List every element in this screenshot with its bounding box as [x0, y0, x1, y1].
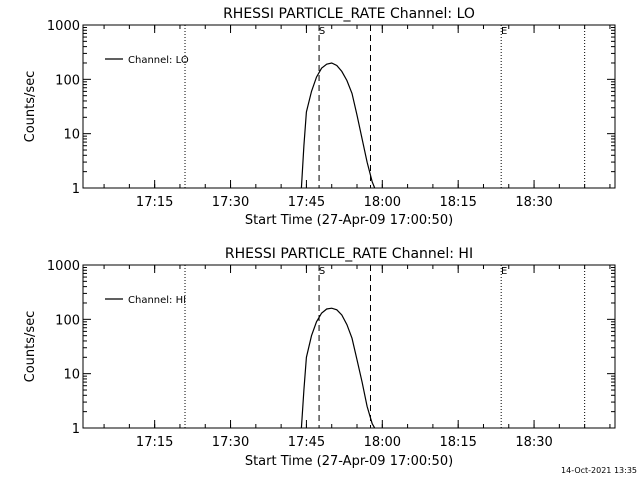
time-marker-label: E [501, 266, 507, 277]
x-tick-label: 18:00 [364, 195, 401, 210]
y-tick-label: 10 [63, 128, 80, 143]
time-marker-label: E [501, 26, 507, 37]
y-axis-label: Counts/sec [23, 71, 38, 143]
y-tick-label: 100 [55, 313, 80, 328]
time-marker-label: S [319, 26, 325, 37]
x-tick-label: 18:15 [439, 195, 476, 210]
plot-frame [82, 264, 616, 429]
x-tick-label: 18:15 [439, 435, 476, 450]
chart-title: RHESSI PARTICLE_RATE Channel: HI [225, 246, 473, 262]
y-axis-label: Counts/sec [23, 311, 38, 383]
plot-frame [82, 24, 616, 189]
panel-hi: RHESSI PARTICLE_RATE Channel: HI 1 10 100 10… [23, 246, 616, 469]
panel-lo: RHESSI PARTICLE_RATE Channel: LO 1 10 100 10… [23, 6, 616, 228]
x-tick-label: 17:15 [136, 195, 173, 210]
x-tick-label: 18:30 [515, 195, 552, 210]
x-tick-label: 17:45 [288, 195, 325, 210]
time-marker-label: S [319, 266, 325, 277]
series-line [300, 62, 376, 189]
series-line [300, 307, 376, 429]
x-tick-label: 18:30 [515, 435, 552, 450]
x-tick-label: 17:45 [288, 435, 325, 450]
y-tick-label: 10 [63, 368, 80, 383]
x-tick-label: 17:30 [212, 195, 249, 210]
x-tick-label: 17:15 [136, 435, 173, 450]
y-tick-label: 100 [55, 73, 80, 88]
y-tick-label: 1 [72, 422, 80, 437]
legend-label: Channel: HI [128, 295, 186, 306]
x-tick-label: 17:30 [212, 435, 249, 450]
x-axis-label: Start Time (27-Apr-09 17:00:50) [245, 454, 453, 469]
x-axis-label: Start Time (27-Apr-09 17:00:50) [245, 213, 453, 228]
legend-label: Channel: LO [128, 55, 189, 66]
y-tick-label: 1000 [47, 259, 80, 274]
y-tick-label: 1000 [47, 19, 80, 34]
chart-title: RHESSI PARTICLE_RATE Channel: LO [223, 6, 475, 22]
y-tick-label: 1 [72, 182, 80, 197]
x-tick-label: 18:00 [364, 435, 401, 450]
footer-timestamp: 14-Oct-2021 13:35 [561, 466, 637, 475]
